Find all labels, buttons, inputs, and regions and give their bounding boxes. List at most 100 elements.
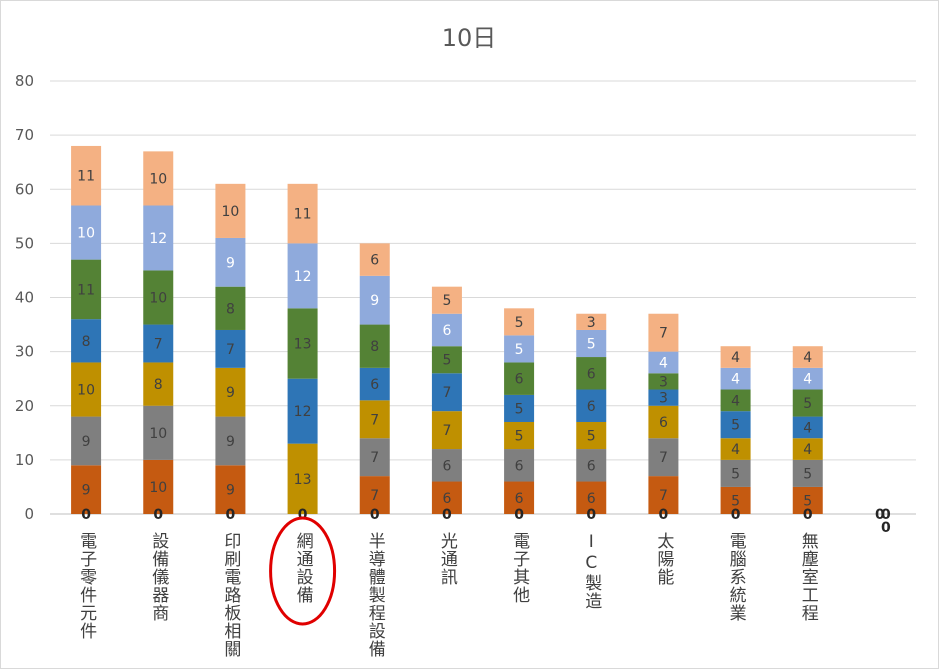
bar-segment	[359, 243, 390, 276]
bar-segment	[143, 151, 174, 206]
segment-label: 6	[587, 399, 596, 415]
chart-title: 10日	[442, 24, 497, 52]
segment-label: 12	[294, 269, 312, 285]
segment-label: 5	[515, 315, 524, 331]
bar-segment	[359, 275, 390, 325]
segment-label: 13	[294, 337, 312, 353]
segment-label: 5	[803, 493, 812, 509]
bar-segment	[287, 183, 318, 244]
y-tick-label: 30	[15, 343, 34, 361]
segment-label: 5	[442, 353, 451, 369]
bar-segment	[576, 313, 607, 330]
segment-label: 12	[149, 231, 167, 247]
segment-label: 6	[587, 366, 596, 382]
bar-segment	[576, 329, 607, 358]
segment-label: 7	[370, 488, 379, 504]
segment-label: 5	[442, 293, 451, 309]
bar-stacks	[71, 145, 823, 514]
bar-segment	[431, 411, 462, 450]
bar-segment	[576, 449, 607, 482]
segment-label: 7	[442, 385, 451, 401]
segment-label: 8	[82, 334, 91, 350]
bar-segment	[143, 324, 174, 363]
bar-segment	[720, 486, 751, 514]
bar-segment	[504, 308, 535, 336]
segment-label: 7	[442, 423, 451, 439]
segment-label: 4	[731, 372, 740, 388]
segment-label: 8	[370, 339, 379, 355]
bar-segment	[71, 416, 102, 466]
zero-label: 0	[298, 507, 308, 523]
category-label: 電腦系統業	[726, 532, 747, 622]
y-tick-label: 10	[15, 451, 34, 469]
segment-label: 5	[803, 466, 812, 482]
category-label: 電子零件元件	[76, 532, 97, 640]
segment-label: 10	[149, 171, 167, 187]
segment-label: 10	[222, 204, 240, 220]
bar-segment	[720, 346, 751, 368]
segment-label: 5	[515, 342, 524, 358]
bar-segment	[792, 346, 823, 368]
category-labels: 電子零件元件 設備儀器商 印刷電路板相關 網通設備 半導體製程設備 光通訊 電子其他 IC製造…	[76, 532, 818, 658]
zero-data-labels: 0 0 0 0 0 0 0 0 0 0 0 000	[81, 507, 891, 536]
highlight-annotation	[269, 516, 337, 626]
category-label: 網通設備	[293, 532, 314, 604]
zero-label: 0	[442, 507, 452, 523]
bar-segment	[648, 438, 679, 477]
segment-label: 4	[803, 372, 812, 388]
category-label: 光通訊	[437, 532, 458, 586]
category-label: 電子其他	[509, 532, 530, 604]
bar-segment	[792, 438, 823, 460]
bar-segment	[648, 405, 679, 439]
bar-segment	[720, 367, 751, 390]
bar-segment	[215, 416, 246, 466]
bar-segment	[215, 465, 246, 514]
segment-label: 10	[77, 226, 95, 242]
segment-label: 7	[659, 326, 668, 342]
bar-segment	[648, 351, 679, 374]
segment-label: 6	[515, 458, 524, 474]
zero-label: 0	[731, 507, 741, 523]
segment-label: 11	[77, 169, 95, 185]
bar-segment	[71, 362, 102, 417]
bar-segment	[648, 476, 679, 514]
segment-label: 5	[515, 401, 524, 417]
y-tick-label: 20	[15, 397, 34, 415]
bar-segment	[431, 286, 462, 314]
zero-label: 0	[881, 520, 891, 536]
bar-segment	[359, 367, 390, 401]
segment-label: 7	[659, 450, 668, 466]
bar-segment	[215, 237, 246, 287]
zero-label: 0	[659, 507, 669, 523]
bar-segment	[504, 335, 535, 363]
segment-label: 6	[515, 491, 524, 507]
segment-label: 4	[803, 350, 812, 366]
bar-segment	[648, 313, 679, 352]
category-label: 無塵室工程	[798, 532, 819, 622]
y-tick-label: 0	[24, 505, 34, 523]
segment-label: 7	[226, 342, 235, 358]
segment-label: 9	[226, 255, 235, 271]
segment-label: 3	[659, 391, 668, 407]
segment-label: 6	[370, 253, 379, 269]
segment-label: 10	[149, 291, 167, 307]
bar-segment	[792, 459, 823, 487]
segment-label: 4	[731, 393, 740, 409]
bar-segment	[143, 205, 174, 271]
y-tick-label: 50	[15, 234, 34, 252]
segment-label: 12	[294, 404, 312, 420]
bar-segment	[287, 308, 318, 379]
segment-label: 5	[731, 418, 740, 434]
bar-segment	[504, 421, 535, 450]
segment-label: 9	[82, 434, 91, 450]
bar-segment	[792, 389, 823, 417]
segment-label: 4	[659, 355, 668, 371]
bar-segment	[431, 481, 462, 514]
bar-segment	[648, 373, 679, 390]
segment-label: 5	[803, 396, 812, 412]
bar-segment	[287, 378, 318, 444]
bar-segment	[504, 481, 535, 514]
segment-label: 5	[731, 466, 740, 482]
bar-segment	[143, 459, 174, 514]
segment-label: 11	[294, 207, 312, 223]
